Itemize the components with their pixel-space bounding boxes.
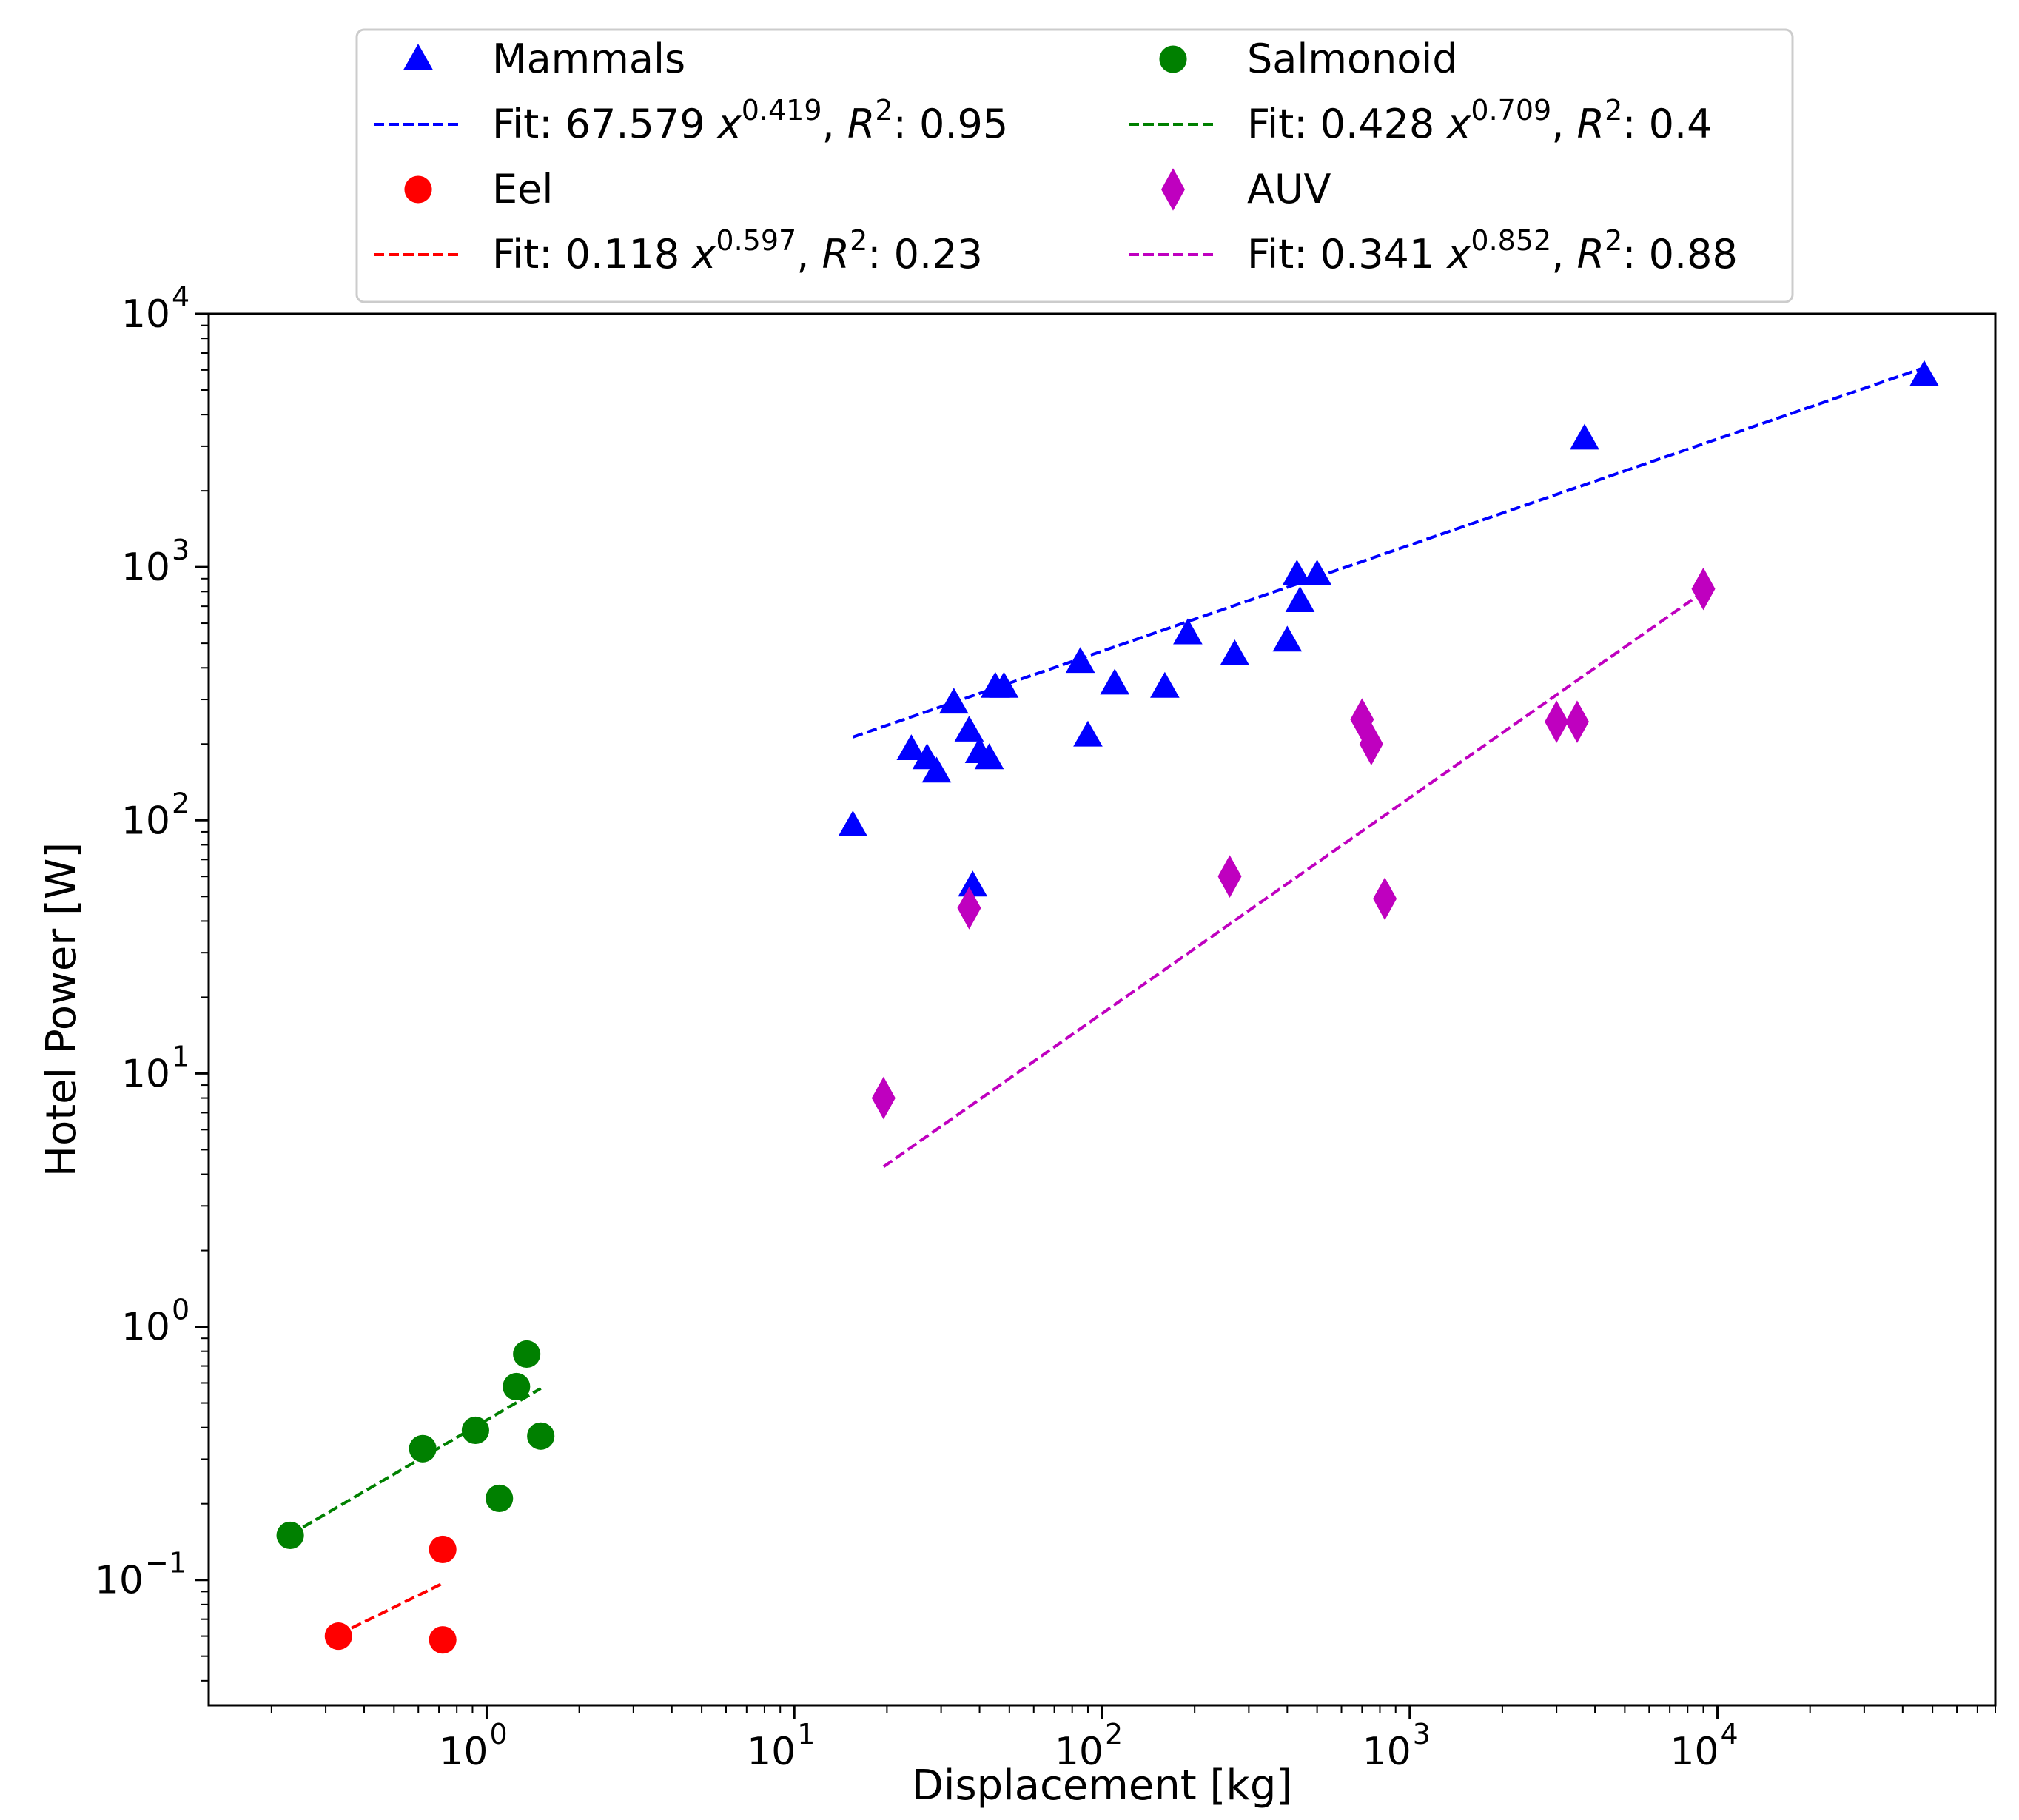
- mammals-point: [954, 715, 984, 742]
- auv-point: [1350, 698, 1374, 741]
- salmonoid-point: [486, 1484, 514, 1513]
- y-tick-label: 10: [121, 1052, 170, 1096]
- x-tick-label: 10: [1670, 1730, 1719, 1774]
- auv-point: [1565, 700, 1589, 743]
- mammals-point: [958, 870, 988, 897]
- salmonoid-point: [503, 1372, 531, 1401]
- mammals-point: [1150, 671, 1180, 698]
- y-axis-label: Hotel Power [W]: [38, 842, 86, 1177]
- legend-mammals-fit-label: Fit: 67.579 x0.419, R2: 0.95: [492, 94, 1008, 147]
- y-tick-exponent: 1: [172, 1040, 189, 1072]
- y-tick-label: 10: [121, 292, 170, 337]
- mammals-point: [921, 756, 952, 783]
- legend-eel-marker: [404, 175, 432, 204]
- legend-mammals-label: Mammals: [492, 36, 685, 82]
- axis-ticks: 10 0 10 1 10 2 10 3 10 410 −110 010 110 210 310 4: [95, 281, 1996, 1774]
- y-tick-exponent: −1: [145, 1547, 187, 1579]
- mammals-point: [1282, 560, 1312, 586]
- legend-auv-fit-label: Fit: 0.341 x0.852, R2: 0.88: [1247, 224, 1738, 278]
- salmonoid-point: [513, 1340, 541, 1369]
- eel-fit-line: [337, 1582, 444, 1636]
- y-tick-label: 10: [121, 1306, 170, 1350]
- y-tick-exponent: 4: [172, 281, 189, 313]
- mammals-point: [1065, 647, 1095, 674]
- mammals-point: [1073, 720, 1103, 747]
- mammals-point: [1570, 423, 1599, 450]
- mammals-point: [938, 688, 969, 714]
- mammals-fit-line: [852, 366, 1925, 739]
- y-tick-exponent: 3: [172, 534, 189, 566]
- legend-salmonoid-label: Salmonoid: [1247, 36, 1458, 82]
- salmonoid-point: [527, 1422, 555, 1450]
- y-tick-exponent: 2: [172, 787, 189, 819]
- x-axis-label: Displacement [kg]: [912, 1762, 1292, 1810]
- mammals-point: [1909, 360, 1939, 386]
- x-tick-exponent: 0: [489, 1718, 507, 1750]
- y-tick-label: 10: [121, 545, 170, 590]
- mammals-point: [1100, 668, 1130, 695]
- legend-frame: [355, 28, 1794, 303]
- mammals-point: [1285, 586, 1315, 613]
- eel-point: [324, 1622, 352, 1651]
- legend-salmonoid-fit-label: Fit: 0.428 x0.709, R2: 0.4: [1247, 94, 1713, 147]
- mammals-point: [896, 734, 927, 761]
- x-tick-exponent: 4: [1721, 1718, 1739, 1750]
- x-tick-label: 10: [747, 1730, 796, 1774]
- mammals-point: [1272, 625, 1303, 652]
- salmonoid-point: [409, 1434, 437, 1463]
- y-tick-label: 10: [121, 799, 170, 843]
- mammals-point: [838, 810, 868, 837]
- x-tick-label: 10: [1363, 1730, 1411, 1774]
- mammals-point: [974, 743, 1004, 770]
- salmonoid-point: [461, 1416, 489, 1445]
- auv-point: [1373, 877, 1397, 921]
- legend: Mammals Fit: 67.579 x0.419, R2: 0.95 Eel Fi…: [355, 28, 1794, 303]
- auv-point: [871, 1076, 896, 1120]
- auv-fit-line: [882, 591, 1704, 1169]
- x-tick-exponent: 1: [797, 1718, 815, 1750]
- eel-point: [429, 1535, 457, 1563]
- y-tick-exponent: 0: [172, 1294, 189, 1326]
- legend-eel-fit-label: Fit: 0.118 x0.597, R2: 0.23: [492, 224, 983, 278]
- mammals-point: [1220, 639, 1250, 665]
- auv-point: [1545, 700, 1569, 743]
- legend-auv-marker: [1161, 168, 1185, 211]
- legend-mammals-marker: [403, 44, 433, 70]
- x-tick-label: 10: [439, 1730, 488, 1774]
- y-tick-label: 10: [95, 1559, 144, 1603]
- auv-point: [957, 887, 981, 930]
- mammals-point: [1302, 560, 1332, 586]
- mammals-point: [1173, 618, 1203, 645]
- x-tick-label: 10: [1055, 1730, 1103, 1774]
- auv-point: [1691, 567, 1716, 611]
- legend-eel-label: Eel: [492, 166, 553, 212]
- data-points: [276, 360, 1939, 1654]
- mammals-point: [989, 671, 1019, 698]
- fit-lines: [289, 366, 1925, 1636]
- salmonoid-fit-line: [289, 1387, 542, 1537]
- eel-point: [429, 1626, 457, 1654]
- x-tick-exponent: 2: [1105, 1718, 1123, 1750]
- auv-point: [1359, 722, 1383, 766]
- auv-point: [1217, 855, 1242, 898]
- legend-salmonoid-marker: [1159, 45, 1187, 73]
- legend-auv-label: AUV: [1247, 166, 1331, 212]
- x-tick-exponent: 3: [1413, 1718, 1431, 1750]
- salmonoid-point: [276, 1521, 304, 1550]
